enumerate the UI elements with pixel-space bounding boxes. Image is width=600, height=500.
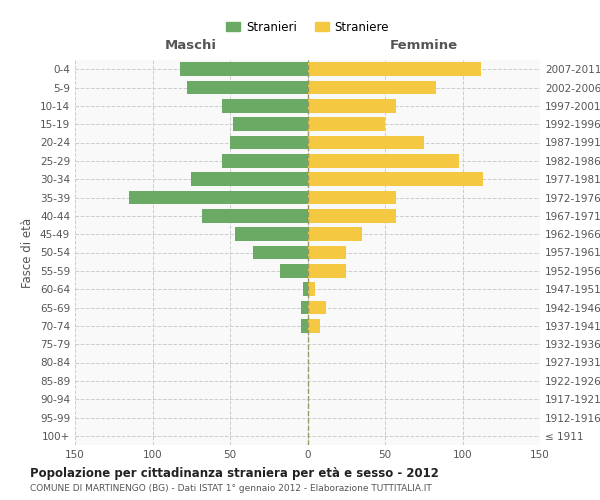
Bar [181, 62, 308, 76]
Bar [308, 62, 481, 76]
Bar [308, 118, 385, 131]
Bar [222, 99, 308, 112]
Bar [233, 118, 308, 131]
Bar [308, 228, 362, 241]
Bar [222, 154, 308, 168]
Text: Popolazione per cittadinanza straniera per età e sesso - 2012: Popolazione per cittadinanza straniera p… [30, 468, 439, 480]
Bar [308, 209, 396, 222]
Bar [253, 246, 308, 260]
Y-axis label: Fasce di età: Fasce di età [22, 218, 34, 288]
Bar [280, 264, 308, 278]
Bar [308, 190, 396, 204]
Bar [202, 209, 308, 222]
Bar [308, 319, 320, 332]
Bar [308, 172, 482, 186]
Text: Maschi: Maschi [165, 40, 217, 52]
Bar [308, 300, 326, 314]
Bar [230, 136, 308, 149]
Bar [308, 246, 346, 260]
Bar [235, 228, 308, 241]
Text: Femmine: Femmine [389, 40, 458, 52]
Bar [301, 319, 308, 332]
Bar [191, 172, 308, 186]
Text: COMUNE DI MARTINENGO (BG) - Dati ISTAT 1° gennaio 2012 - Elaborazione TUTTITALIA: COMUNE DI MARTINENGO (BG) - Dati ISTAT 1… [30, 484, 432, 493]
Bar [308, 264, 346, 278]
Bar [129, 190, 308, 204]
Bar [308, 154, 460, 168]
Bar [303, 282, 308, 296]
Bar [301, 300, 308, 314]
Bar [308, 136, 424, 149]
Bar [308, 80, 436, 94]
Bar [308, 99, 396, 112]
Bar [187, 80, 308, 94]
Bar [308, 282, 315, 296]
Legend: Stranieri, Straniere: Stranieri, Straniere [221, 16, 394, 38]
